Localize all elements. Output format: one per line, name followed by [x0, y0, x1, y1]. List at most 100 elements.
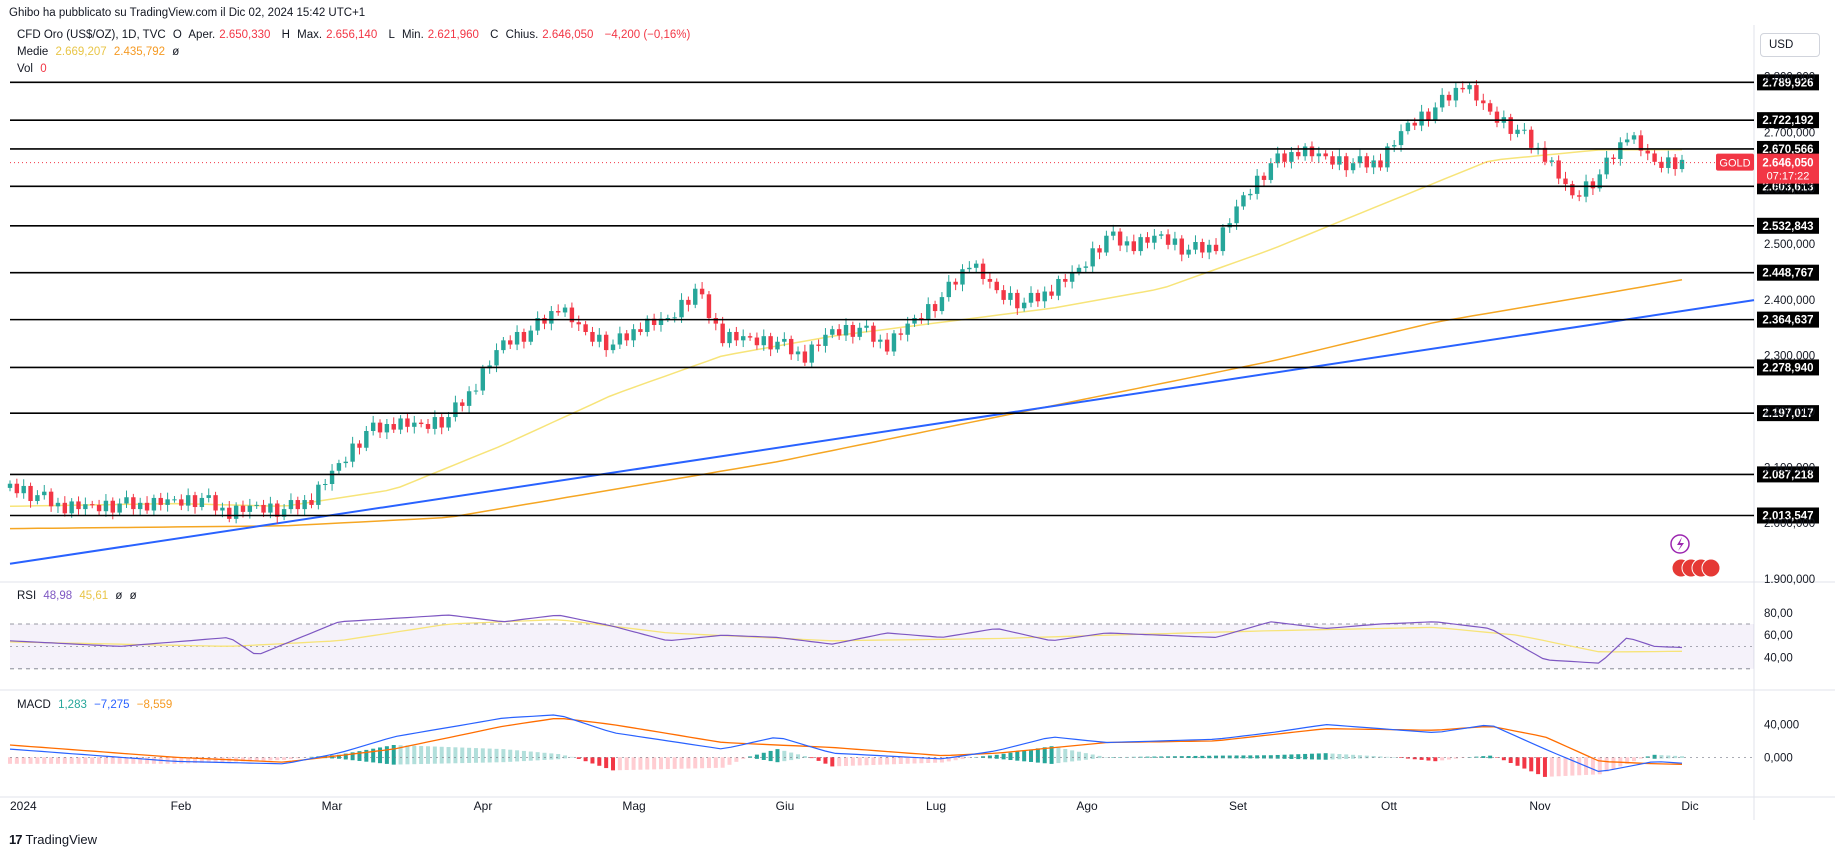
- macd-histogram-bar: [1241, 755, 1246, 759]
- macd-legend[interactable]: MACD 1,283 −7,275 −8,559: [17, 699, 176, 711]
- candle-body: [706, 294, 712, 319]
- macd-histogram-bar: [1419, 757, 1424, 760]
- macd-histogram-bar: [734, 757, 739, 762]
- macd-histogram-bar: [268, 757, 273, 761]
- candle-body: [165, 499, 170, 505]
- candle-body: [1186, 249, 1191, 255]
- candle-body: [782, 338, 787, 342]
- candle-body: [1172, 238, 1178, 245]
- macd-histogram-bar: [1309, 753, 1314, 760]
- candle-body: [1001, 290, 1006, 300]
- currency-button[interactable]: USD: [1760, 33, 1820, 57]
- candle-body: [1268, 163, 1274, 180]
- price-tick-label: 2.300,000: [1764, 351, 1815, 363]
- candle-body: [693, 288, 698, 305]
- macd-histogram-bar: [1474, 756, 1479, 758]
- macd-histogram-bar: [1508, 757, 1513, 763]
- macd-histogram-bar: [1337, 754, 1342, 760]
- macd-histogram-bar: [172, 757, 177, 764]
- macd-histogram-bar: [28, 757, 33, 764]
- macd-histogram-bar: [967, 757, 972, 758]
- level-label-bg: [1757, 311, 1819, 328]
- candle-body: [350, 443, 355, 462]
- candle-body: [1522, 129, 1527, 131]
- candle-body: [617, 333, 623, 345]
- candle-body: [905, 323, 910, 335]
- candle-body: [1672, 157, 1678, 170]
- candle-body: [1487, 103, 1493, 112]
- candle-body: [1159, 234, 1164, 236]
- candle-body: [672, 317, 677, 319]
- time-axis-label: Dic: [1681, 799, 1698, 813]
- macd-histogram-bar: [1022, 750, 1027, 762]
- macd-histogram-bar: [97, 757, 102, 764]
- candle-body: [1316, 153, 1322, 157]
- macd-histogram-bar: [1680, 756, 1684, 758]
- candle-body: [185, 495, 191, 506]
- candle-body: [1248, 193, 1253, 196]
- candle-body: [247, 505, 253, 512]
- candle-body: [864, 325, 869, 328]
- vol-legend[interactable]: Vol 0: [17, 63, 51, 75]
- candle-body: [1042, 291, 1047, 302]
- macd-histogram-bar: [288, 757, 293, 760]
- macd-histogram-bar: [1029, 749, 1034, 762]
- candle-body: [583, 324, 588, 332]
- candle-body: [1213, 244, 1219, 252]
- ma-legend[interactable]: Medie 2.669,207 2.435,792 ø: [17, 46, 183, 58]
- price-tick-label: 2.800,000: [1764, 72, 1815, 84]
- macd-tick-label: 40,000: [1764, 720, 1799, 732]
- macd-histogram-bar: [1015, 751, 1020, 761]
- macd-histogram-bar: [110, 757, 115, 764]
- macd-histogram-bar: [35, 757, 40, 764]
- candle-body: [1631, 135, 1637, 140]
- macd-histogram-bar: [624, 757, 629, 771]
- macd-histogram-bar: [350, 752, 355, 761]
- macd-histogram-bar: [1570, 757, 1575, 776]
- macd-signal-value: −8,559: [136, 699, 173, 711]
- macd-histogram-bar: [1597, 757, 1602, 775]
- macd-histogram-bar: [1392, 757, 1397, 758]
- candle-body: [1542, 147, 1548, 162]
- macd-histogram-bar: [1433, 757, 1438, 762]
- macd-histogram-bar: [1104, 757, 1109, 758]
- candle-body: [823, 334, 828, 346]
- candle-body: [1583, 181, 1589, 197]
- candle-body: [1439, 94, 1445, 108]
- ma200-line: [9, 279, 1683, 530]
- macd-histogram-bar: [1035, 748, 1040, 763]
- price-badge-text: 2.646,050: [1762, 158, 1813, 170]
- macd-histogram-bar: [1200, 755, 1205, 759]
- level-label-bg: [1757, 264, 1819, 281]
- rsi-tick-label: 80,00: [1764, 608, 1793, 620]
- candle-body: [562, 307, 568, 313]
- macd-histogram-bar: [336, 754, 341, 759]
- macd-histogram-bar: [576, 757, 581, 759]
- macd-histogram-bar: [1316, 753, 1321, 760]
- macd-histogram-bar: [42, 757, 47, 764]
- candle-body: [967, 267, 972, 270]
- time-axis-label: Ott: [1381, 799, 1398, 813]
- candle-body: [973, 263, 979, 268]
- candle-body: [679, 299, 684, 318]
- candle-body: [1638, 135, 1644, 151]
- rsi-legend[interactable]: RSI 48,98 45,61 ø ø: [17, 590, 137, 602]
- footer-brand[interactable]: 17 TradingView: [9, 832, 97, 847]
- candle-body: [439, 417, 444, 428]
- macd-histogram-bar: [213, 757, 218, 763]
- macd-histogram-bar: [597, 757, 602, 766]
- macd-histogram-bar: [1214, 755, 1219, 759]
- macd-histogram-bar: [1638, 757, 1643, 759]
- level-label-bg: [1757, 466, 1819, 483]
- macd-histogram-bar: [151, 757, 156, 764]
- symbol-name[interactable]: CFD Oro (US$/OZ), 1D, TVC: [17, 29, 166, 41]
- candle-body: [713, 318, 719, 324]
- macd-histogram-bar: [473, 748, 478, 763]
- level-label-bg: [1757, 74, 1819, 91]
- candle-body: [62, 502, 68, 514]
- candle-body: [48, 491, 54, 507]
- macd-histogram-bar: [453, 747, 458, 764]
- macd-histogram-bar: [117, 757, 122, 764]
- macd-histogram-bar: [864, 757, 869, 766]
